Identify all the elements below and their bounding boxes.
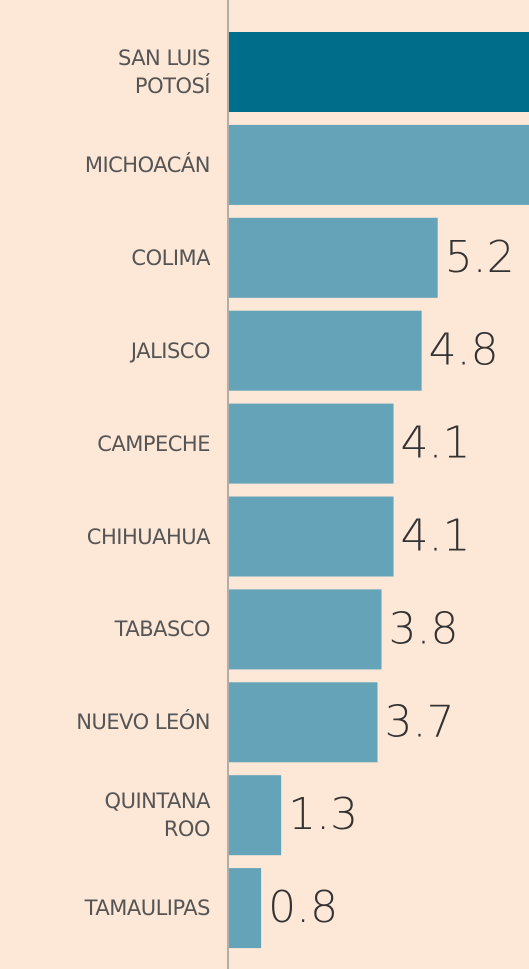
value-label: 3.7 — [384, 696, 454, 747]
category-label: NUEVO LEÓN — [76, 710, 210, 735]
bar — [229, 682, 378, 763]
bar — [229, 310, 422, 391]
value-label: 4.1 — [401, 418, 471, 469]
bar — [229, 868, 262, 949]
bar — [229, 217, 438, 298]
bar — [229, 403, 394, 484]
category-label: CAMPECHE — [97, 431, 210, 456]
category-label: COLIMA — [131, 245, 210, 270]
value-label: 4.1 — [401, 511, 471, 562]
bar — [229, 589, 382, 670]
category-label: QUINTANA ROO — [104, 789, 211, 842]
category-label: CHIHUAHUA — [86, 524, 211, 549]
category-label: MICHOACÁN — [84, 152, 211, 177]
bar — [229, 496, 394, 577]
category-label: TAMAULIPAS — [84, 896, 211, 921]
bar — [229, 124, 529, 205]
category-label: JALISCO — [130, 338, 211, 363]
value-label: 4.8 — [429, 325, 499, 376]
value-label: 0.8 — [268, 882, 338, 933]
category-label: TABASCO — [114, 617, 211, 642]
value-label: 5.2 — [445, 232, 515, 283]
value-label: 3.8 — [389, 603, 459, 654]
bar — [229, 775, 282, 856]
value-label: 1.3 — [288, 789, 358, 840]
category-label: SAN LUIS POTOSÍ — [117, 46, 211, 98]
bar — [229, 32, 529, 112]
